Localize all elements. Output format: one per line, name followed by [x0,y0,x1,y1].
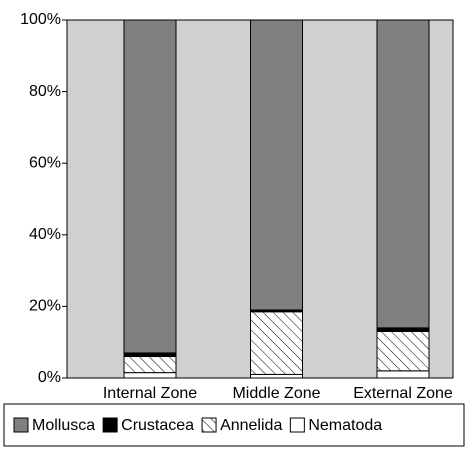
bar-segment [376,327,430,332]
bar-segment [123,372,177,379]
x-tick-label: Internal Zone [103,385,197,402]
y-tick-label: 60% [29,154,61,171]
bar-segment [250,311,303,375]
bar-segment [376,19,430,329]
y-tick-label: 40% [29,226,61,243]
legend-label: Mollusca [32,417,95,434]
legend-swatch [13,417,29,433]
bar-segment [250,19,303,311]
x-tick-label: External Zone [353,385,453,402]
bar-segment [123,352,177,358]
legend-label: Annelida [220,417,282,434]
legend-box [3,403,465,447]
x-tick-label: Middle Zone [232,385,320,402]
legend-swatch [102,417,118,433]
bar-segment [250,373,303,379]
legend-swatch [289,417,305,433]
bar-segment [376,330,430,372]
legend-swatch [201,417,217,433]
bar-segment [123,19,177,354]
legend-label: Crustacea [121,417,194,434]
y-tick-label: 20% [29,298,61,315]
y-tick-label: 100% [20,11,61,28]
y-tick-label: 0% [38,369,61,386]
bar-segment [123,356,177,374]
bar-segment [376,370,430,379]
y-tick-label: 80% [29,83,61,100]
legend-label: Nematoda [308,417,382,434]
